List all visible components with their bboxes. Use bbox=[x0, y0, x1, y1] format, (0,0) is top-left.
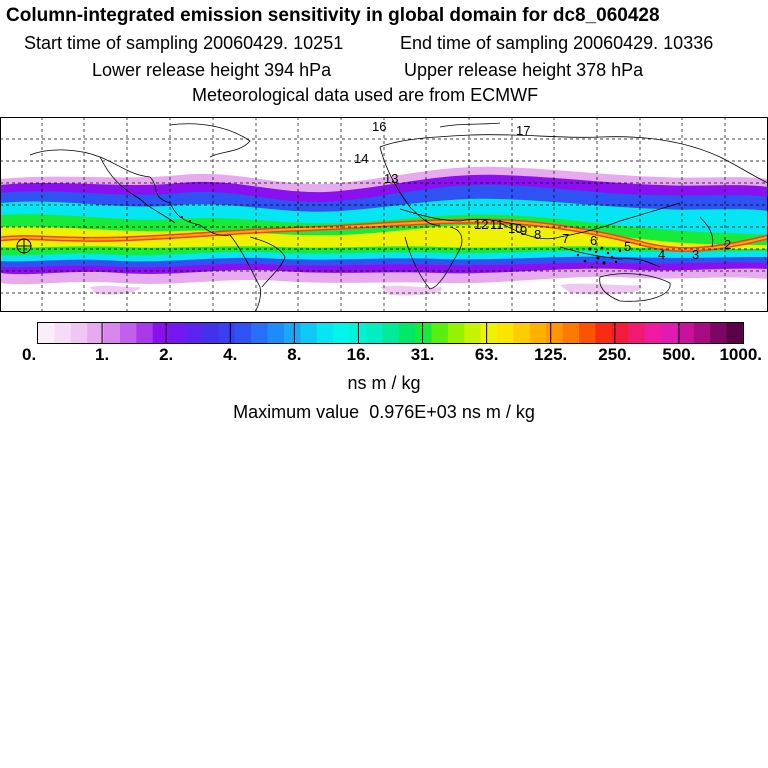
colorbar-cell bbox=[251, 323, 269, 343]
graticule bbox=[0, 117, 768, 312]
colorbar-cell bbox=[529, 323, 547, 343]
colorbar-cell bbox=[87, 323, 105, 343]
colorbar-cells bbox=[38, 323, 744, 343]
colorbar-units: ns m / kg bbox=[347, 373, 421, 393]
trajectory-label: 6 bbox=[590, 233, 597, 248]
colorbar-cell bbox=[152, 323, 170, 343]
coastlines bbox=[29, 122, 768, 312]
colorbar-cell bbox=[415, 323, 433, 343]
map-title: Column-integrated emission sensitivity i… bbox=[6, 5, 660, 26]
colorbar-cell bbox=[628, 323, 646, 343]
trajectory-label: 12 bbox=[474, 217, 488, 232]
trajectory-label: 7 bbox=[562, 231, 569, 246]
colorbar-cell bbox=[644, 323, 662, 343]
lower-release-text: Lower release height 394 hPa bbox=[92, 60, 332, 80]
colorbar-tick-label: 0. bbox=[22, 345, 36, 364]
trajectory-label: 3 bbox=[692, 247, 699, 262]
end-time-text: End time of sampling 20060429. 10336 bbox=[400, 33, 714, 53]
colorbar-cell bbox=[546, 323, 564, 343]
colorbar-cell bbox=[70, 323, 88, 343]
colorbar-cell bbox=[300, 323, 318, 343]
colorbar-ticks bbox=[101, 323, 680, 343]
maximum-value-number: 0.976E+03 bbox=[369, 402, 457, 422]
colorbar-cell bbox=[447, 323, 465, 343]
colorbar-cell bbox=[38, 323, 55, 343]
maximum-value-text: Maximum value 0.976E+03 ns m / kg bbox=[0, 402, 768, 423]
colorbar-tick-label: 500. bbox=[662, 345, 695, 364]
colorbar-tick-label: 125. bbox=[534, 345, 567, 364]
colorbar-cell bbox=[267, 323, 285, 343]
colorbar-cell bbox=[693, 323, 711, 343]
colorbar-cell bbox=[661, 323, 679, 343]
colorbar-tick-label: 1. bbox=[95, 345, 109, 364]
colorbar-tick-label: 16. bbox=[347, 345, 371, 364]
colorbar-cell bbox=[201, 323, 219, 343]
colorbar-cell bbox=[726, 323, 744, 343]
upper-release-text: Upper release height 378 hPa bbox=[404, 60, 644, 80]
trajectory-core-inner bbox=[0, 219, 768, 251]
colorbar-cell bbox=[136, 323, 154, 343]
colorbar-cell bbox=[464, 323, 482, 343]
colorbar-tick-label: 2. bbox=[159, 345, 173, 364]
trajectory-label: 4 bbox=[658, 247, 665, 262]
met-data-text: Meteorological data used are from ECMWF bbox=[192, 85, 539, 105]
colorbar-cell bbox=[710, 323, 728, 343]
maximum-value-units: ns m / kg bbox=[461, 402, 535, 422]
colorbar: 0. 1. 2. 4. 8. 16. 31. 63. 125. 250. 500. 1000. bbox=[22, 322, 762, 364]
colorbar-cell bbox=[283, 323, 301, 343]
colorbar-cell bbox=[365, 323, 383, 343]
trajectory-label: 17 bbox=[516, 123, 530, 138]
trajectory-label: 2 bbox=[724, 237, 731, 252]
colorbar-frame bbox=[37, 322, 744, 344]
trajectory-label: 11 bbox=[490, 217, 504, 232]
colorbar-cell bbox=[119, 323, 137, 343]
plume-south-patches bbox=[90, 283, 642, 296]
trajectory-label: 5 bbox=[624, 239, 631, 254]
plume-yellow bbox=[0, 224, 768, 249]
colorbar-cell bbox=[562, 323, 580, 343]
trajectory-label: 13 bbox=[384, 171, 398, 186]
colorbar-cell bbox=[595, 323, 613, 343]
trajectory-labels: 16 17 14 13 12 11 10 9 8 7 6 5 4 3 2 bbox=[354, 119, 731, 262]
colorbar-cell bbox=[431, 323, 449, 343]
colorbar-cell bbox=[185, 323, 203, 343]
colorbar-tick-label: 1000. bbox=[719, 345, 762, 364]
colorbar-tick-label: 4. bbox=[223, 345, 237, 364]
trajectory-label: 10 bbox=[508, 221, 522, 236]
colorbar-cell bbox=[169, 323, 187, 343]
colorbar-cell bbox=[611, 323, 629, 343]
colorbar-tick-label: 250. bbox=[598, 345, 631, 364]
release-point-marker bbox=[16, 238, 32, 254]
colorbar-cell bbox=[579, 323, 597, 343]
colorbar-tick-label: 63. bbox=[475, 345, 499, 364]
colorbar-tick-label: 31. bbox=[411, 345, 435, 364]
colorbar-labels: 0. 1. 2. 4. 8. 16. 31. 63. 125. 250. 500. 1000. bbox=[22, 345, 762, 364]
trajectory-label: 8 bbox=[534, 227, 541, 242]
maximum-value-label: Maximum value bbox=[233, 402, 360, 422]
colorbar-cell bbox=[54, 323, 72, 343]
trajectory-label: 9 bbox=[520, 223, 527, 238]
colorbar-cell bbox=[398, 323, 416, 343]
colorbar-cell bbox=[103, 323, 121, 343]
colorbar-cell bbox=[316, 323, 334, 343]
colorbar-cell bbox=[677, 323, 695, 343]
colorbar-cell bbox=[218, 323, 236, 343]
colorbar-cell bbox=[333, 323, 351, 343]
colorbar-cell bbox=[497, 323, 515, 343]
sensitivity-map: 16 17 14 13 12 11 10 9 8 7 6 5 4 3 2 bbox=[0, 117, 768, 312]
trajectory-label: 16 bbox=[372, 119, 386, 134]
colorbar-cell bbox=[234, 323, 252, 343]
colorbar-cell bbox=[382, 323, 400, 343]
trajectory-label: 14 bbox=[354, 151, 368, 166]
island-specks bbox=[181, 216, 622, 269]
colorbar-cell bbox=[480, 323, 498, 343]
colorbar-tick-label: 8. bbox=[287, 345, 301, 364]
start-time-text: Start time of sampling 20060429. 10251 bbox=[24, 33, 344, 53]
colorbar-cell bbox=[513, 323, 531, 343]
